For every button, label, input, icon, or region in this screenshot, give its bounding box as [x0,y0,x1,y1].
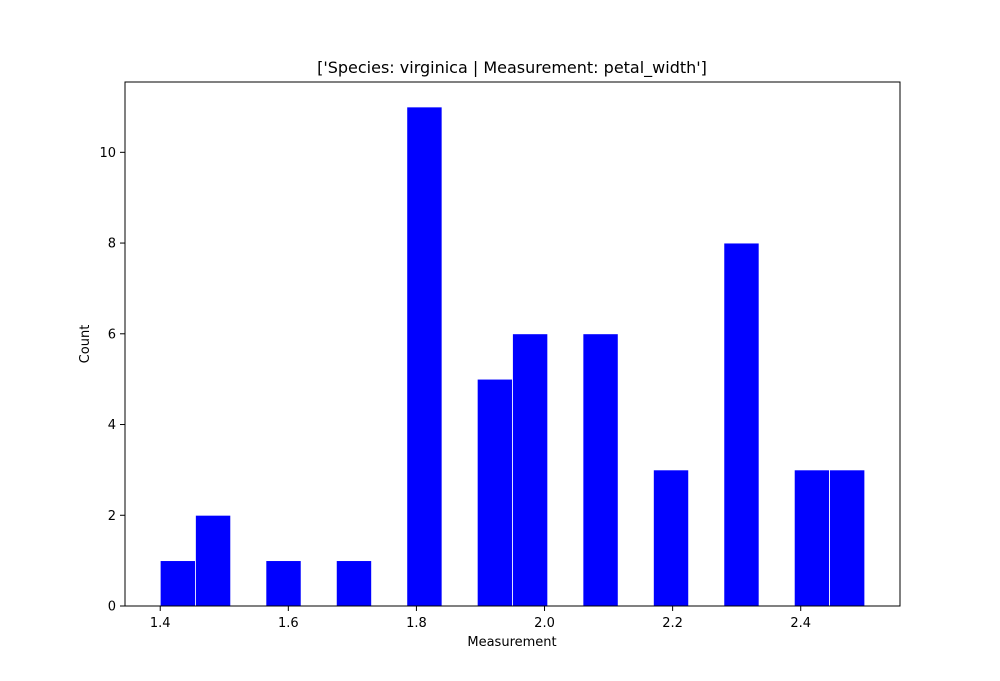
chart-title: ['Species: virginica | Measurement: peta… [317,58,707,78]
histogram-bar-8 [653,469,690,607]
bars-group [159,106,866,607]
y-tick-label: 0 [108,600,116,615]
y-axis-ticks: 0 2 4 6 8 10 [99,146,125,615]
x-tick-label: 1.4 [150,616,171,631]
histogram-bar-3 [335,560,372,607]
y-tick-label: 8 [108,237,116,252]
x-axis-label: Measurement [467,635,556,650]
y-tick-label: 10 [99,146,116,161]
histogram-bar-7 [582,333,619,607]
plot-frame [124,81,901,607]
histogram-bar-1 [195,514,232,607]
y-tick-label: 2 [108,509,116,524]
histogram-bar-11 [829,469,866,607]
y-axis-label: Count [78,325,93,364]
x-tick-label: 2.0 [534,616,555,631]
histogram-bar-0 [159,560,196,607]
histogram-bar-2 [265,560,302,607]
y-tick-label: 4 [108,418,116,433]
histogram-bar-9 [723,242,760,607]
histogram-bar-6 [512,333,549,607]
x-axis-ticks: 1.4 1.6 1.8 2.0 2.2 2.4 [150,606,811,631]
x-tick-label: 1.6 [278,616,299,631]
histogram-bar-10 [793,469,830,607]
x-tick-label: 2.2 [662,616,683,631]
x-tick-label: 1.8 [406,616,427,631]
y-tick-label: 6 [108,327,116,342]
x-tick-label: 2.4 [790,616,811,631]
histogram-bar-4 [406,106,443,607]
histogram-bar-5 [476,378,513,607]
